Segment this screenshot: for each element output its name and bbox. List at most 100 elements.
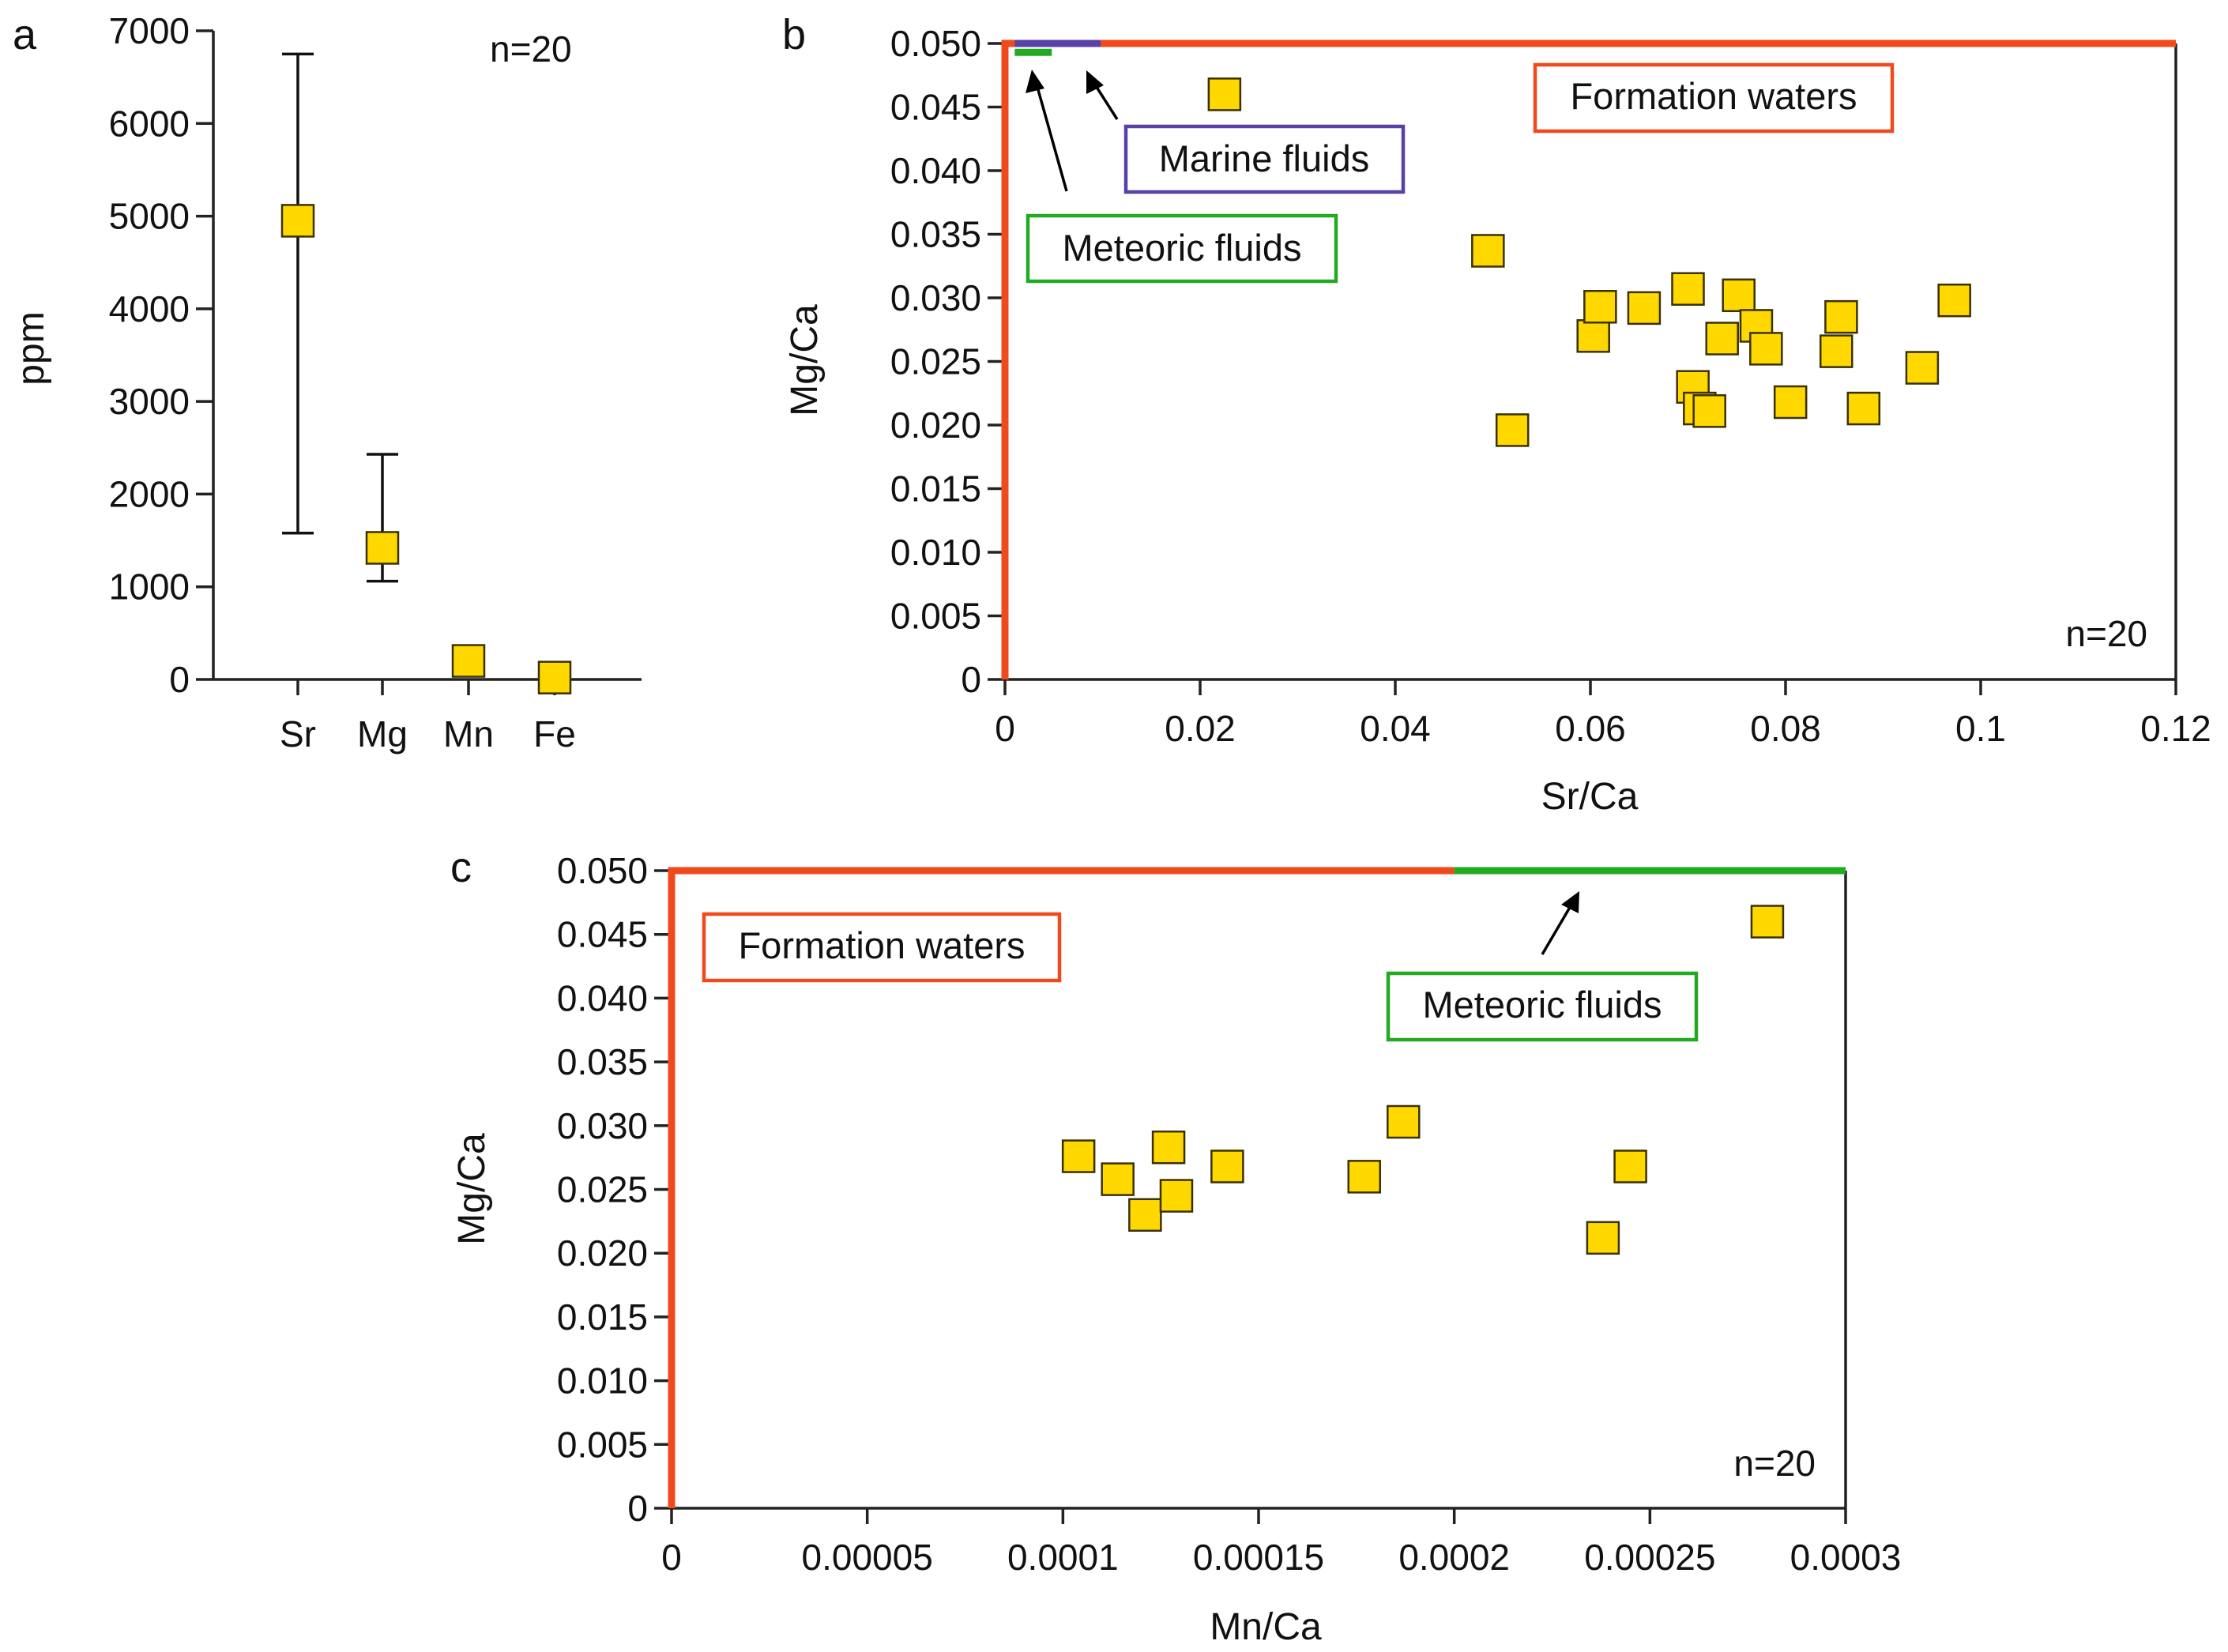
meteoric-fluids-label-b: Meteoric fluids [1063,227,1302,269]
mean-marker-sr [280,204,315,238]
marine-fluids-label-b: Marine fluids [1159,137,1369,179]
panel-b-point [1773,385,1808,420]
panel-b-points [1207,77,1971,447]
panel-b-point [1671,272,1705,306]
panel-c-y-tick-label: 0.050 [557,850,648,891]
region-boundary-formation-waters [668,867,1455,1508]
panel-c-y-tick-label: 0.040 [557,977,648,1018]
panel-c-x-tick-label: 0.0001 [1007,1537,1119,1578]
panel-a-x-tick-label-mg: Mg [357,713,408,755]
panel-a-y-tick-label: 2000 [109,473,190,514]
panel-a-y-tick-label: 4000 [109,288,190,329]
panel-c-point [1128,1198,1162,1232]
panel-c-y-tick-label: 0.005 [557,1424,648,1465]
panel-a-n-label: n=20 [490,28,572,70]
panel-c-point [1159,1179,1194,1213]
panel-c-n-label: n=20 [1733,1443,1816,1484]
panel-a-letter: a [13,11,37,58]
panel-b-point [1749,332,1783,366]
panel-c-xlabel: Mn/Ca [1210,1606,1322,1648]
panel-a-x-tick-label-sr: Sr [280,713,316,755]
panel-c-y-tick-label: 0.020 [557,1232,648,1274]
panel-b-point [1846,391,1881,426]
panel-b-y-tick-label: 0.050 [890,23,981,64]
panel-a-y-tick-label: 6000 [109,103,190,144]
panel-b: b Mg/Ca Sr/Ca n=20 00.0050.0100.0150.020… [782,11,2211,818]
panel-c-y-tick-label: 0.045 [557,914,648,955]
panel-b-letter: b [782,11,806,58]
panel-b-y-tick-label: 0.005 [890,596,981,637]
panel-b-x-tick-label: 0 [995,708,1015,749]
label-marine-fluids-b: Marine fluids [1123,124,1406,194]
panel-b-ticks: 00.0050.0100.0150.0200.0250.0300.0350.04… [890,23,2211,749]
panel-b-n-label: n=20 [2065,613,2147,654]
panel-b-y-tick-label: 0.010 [890,532,981,573]
panel-c-point [1750,905,1785,939]
panel-b-y-tick-label: 0.040 [890,150,981,191]
panel-b-point [1692,394,1726,428]
panel-a-ylabel: ppm [10,311,52,385]
region-boundary-formation-waters [1001,40,2176,679]
panel-c-point [1210,1150,1244,1183]
label-formation-waters-b: Formation waters [1533,62,1895,134]
panel-b-y-tick-label: 0.030 [890,277,981,318]
panel-b-point [1905,351,1940,385]
panel-b-point [1495,413,1530,447]
panel-b-y-tick-label: 0 [961,659,981,700]
panel-b-x-tick-label: 0.02 [1165,708,1236,749]
panel-b-point [1722,278,1756,313]
panel-b-y-tick-label: 0.020 [890,405,981,446]
panel-c-letter: c [450,844,472,891]
panel-b-y-tick-label: 0.045 [890,87,981,128]
panel-b-point [1583,290,1617,324]
panel-b-y-tick-label: 0.035 [890,214,981,255]
panel-c-x-tick-label: 0.00005 [802,1537,933,1578]
panel-b-y-tick-label: 0.025 [890,341,981,382]
panel-a-y-tick-label: 7000 [109,10,190,51]
panel-c-point [1347,1160,1381,1194]
panel-b-x-tick-label: 0.1 [1955,708,2006,749]
label-formation-waters-c: Formation waters [702,912,1062,983]
panel-b-point [1207,77,1242,111]
mean-marker-mg [365,531,400,565]
panel-b-xlabel: Sr/Ca [1541,776,1639,818]
panel-c-point [1387,1104,1421,1139]
label-meteoric-fluids-c: Meteoric fluids [1386,971,1699,1042]
panel-b-y-tick-label: 0.015 [890,469,981,510]
panel-a-y-tick-label: 3000 [109,381,190,422]
panel-c-point [1586,1221,1620,1255]
formation-waters-label-b: Formation waters [1570,75,1857,117]
panel-b-x-tick-label: 0.06 [1555,708,1626,749]
panel-a-ticks: 0 1000 2000 3000 4000 5000 6000 7000 Sr Mg Mn Fe [109,10,576,755]
panel-c-regions [668,867,1846,1508]
panel-c-x-tick-label: 0.00025 [1584,1537,1715,1578]
arrow-meteoric-c [1541,891,1579,955]
panel-c-points [1061,905,1785,1255]
panel-b-point [1471,234,1505,268]
panel-a-y-tick-label: 0 [169,659,190,700]
panel-c-x-tick-label: 0.0002 [1398,1537,1510,1578]
panel-c: c Mg/Ca Mn/Ca n=20 0 0.005 0.010 0.015 0.020… [450,844,1901,1648]
panel-b-x-tick-label: 0.12 [2140,708,2211,749]
panel-c-point [1101,1162,1135,1196]
panel-c-x-tick-label: 0 [661,1537,682,1578]
panel-a-y-tick-label: 5000 [109,196,190,237]
panel-c-point [1613,1150,1647,1183]
mean-marker-mn [451,644,486,678]
panel-c-x-tick-label: 0.0003 [1790,1537,1902,1578]
panel-c-x-tick-label: 0.00015 [1193,1537,1324,1578]
panel-a-x-tick-label-fe: Fe [533,713,576,755]
panel-a-x-tick-label-mn: Mn [443,713,494,755]
label-meteoric-fluids-b: Meteoric fluids [1026,213,1338,284]
panel-c-y-tick-label: 0.030 [557,1105,648,1146]
panel-b-point [1824,299,1858,334]
mean-marker-fe [537,660,572,694]
arrow-marine-b [1086,70,1119,120]
panel-c-point [1151,1130,1186,1165]
panel-b-ylabel: Mg/Ca [784,304,826,416]
panel-c-ylabel: Mg/Ca [451,1133,493,1245]
arrow-meteoric-b [1026,70,1068,192]
panel-a-points [280,52,572,694]
panel-c-ticks: 0 0.005 0.010 0.015 0.020 0.025 0.030 0.035 0.04… [557,850,1901,1578]
